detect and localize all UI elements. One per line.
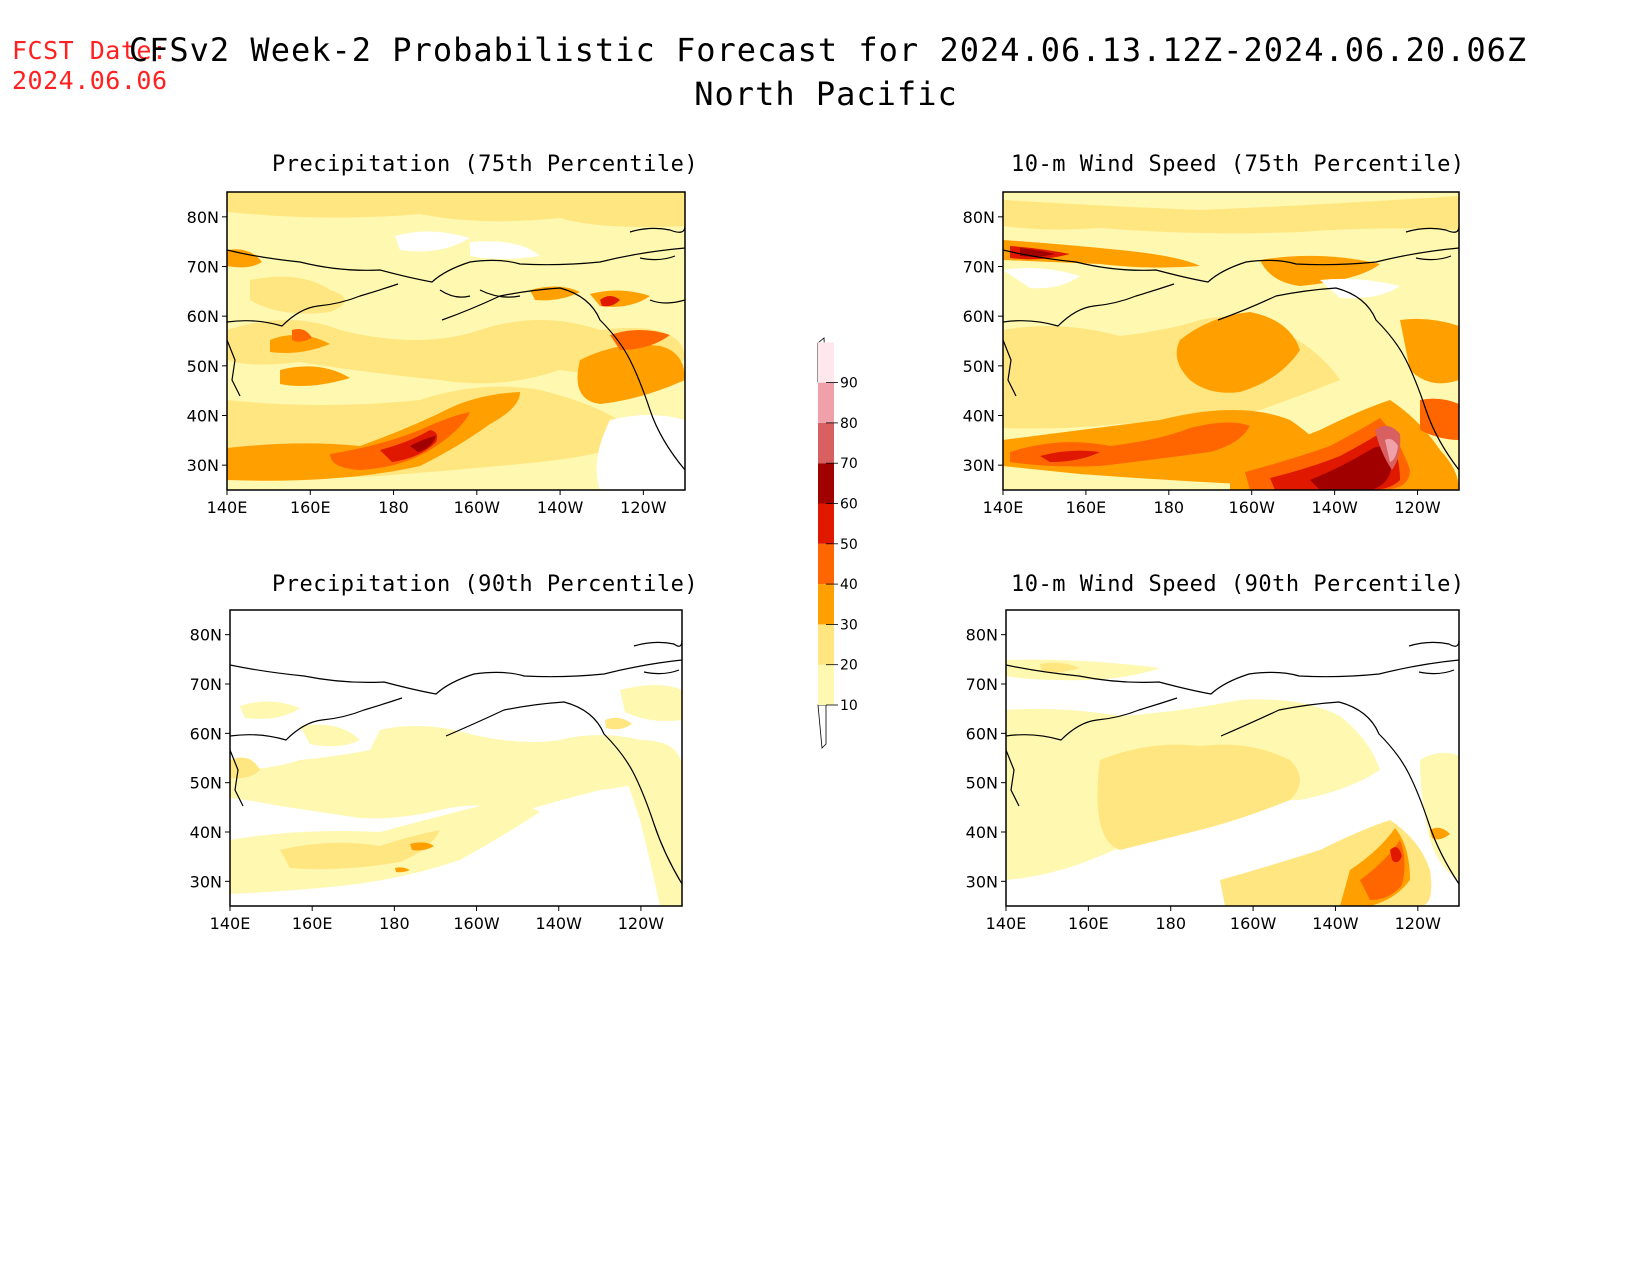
lon-label: 120W bbox=[1394, 498, 1441, 517]
lon-label: 160W bbox=[1230, 914, 1277, 933]
lat-label: 30N bbox=[966, 872, 998, 891]
lon-label: 160E bbox=[292, 914, 333, 933]
lon-label: 180 bbox=[379, 914, 410, 933]
lat-label: 80N bbox=[966, 626, 998, 645]
lat-label: 50N bbox=[190, 774, 222, 793]
axes-layer: 80N 70N 60N 50N 40N 30N 140E 160E 180 160W 140W 120… bbox=[187, 208, 1442, 933]
colorbar-label: 60 bbox=[840, 497, 858, 513]
panel-axes: 80N 70N 60N 50N 40N 30N 140E 160E 180 160W 140W 120… bbox=[187, 208, 667, 517]
map-panel-precip-90 bbox=[229, 609, 683, 907]
colorbar-swatch bbox=[818, 624, 834, 665]
colorbar-label: 40 bbox=[840, 577, 858, 593]
colorbar-swatch bbox=[818, 664, 834, 705]
map-panel-wind-90 bbox=[1005, 609, 1460, 907]
colorbar-swatch bbox=[818, 382, 834, 423]
lon-label: 180 bbox=[378, 498, 409, 517]
panel-title-wind-75: 10-m Wind Speed (75th Percentile) bbox=[1011, 152, 1465, 177]
lon-label: 140E bbox=[986, 914, 1027, 933]
panel-axes: 80N 70N 60N 50N 40N 30N 140E 160E 180 160W 140W 120… bbox=[190, 626, 665, 933]
colorbar-label: 70 bbox=[840, 456, 858, 472]
lat-label: 80N bbox=[187, 208, 219, 227]
forecast-date-value: 2024.06.06 bbox=[12, 66, 168, 95]
lat-label: 40N bbox=[966, 823, 998, 842]
lon-label: 140W bbox=[537, 498, 584, 517]
colorbar-swatch bbox=[818, 503, 834, 544]
lon-label: 160E bbox=[1066, 498, 1107, 517]
lon-label: 120W bbox=[618, 914, 665, 933]
lat-label: 70N bbox=[963, 258, 995, 277]
lat-label: 60N bbox=[966, 724, 998, 743]
map-panel-wind-75 bbox=[1002, 191, 1460, 491]
lon-label: 180 bbox=[1155, 914, 1186, 933]
lon-label: 160W bbox=[1229, 498, 1276, 517]
lon-label: 140E bbox=[210, 914, 251, 933]
lat-label: 60N bbox=[190, 724, 222, 743]
lat-label: 60N bbox=[187, 307, 219, 326]
lat-label: 50N bbox=[963, 357, 995, 376]
lat-label: 50N bbox=[966, 774, 998, 793]
colorbar-swatch bbox=[818, 342, 834, 383]
lon-label: 120W bbox=[620, 498, 667, 517]
colorbar-bottom-cap bbox=[817, 704, 827, 749]
lat-label: 50N bbox=[187, 357, 219, 376]
lat-label: 70N bbox=[190, 675, 222, 694]
lon-label: 140W bbox=[1312, 914, 1359, 933]
colorbar-label: 20 bbox=[840, 658, 858, 674]
lat-label: 40N bbox=[963, 407, 995, 426]
panel-axes: 80N 70N 60N 50N 40N 30N 140E 160E 180 160W 140W 120… bbox=[963, 208, 1441, 517]
lon-label: 160W bbox=[454, 498, 501, 517]
forecast-date-label: FCST Date: bbox=[12, 36, 168, 65]
lon-label: 140E bbox=[207, 498, 248, 517]
figure-title: CFSv2 Week-2 Probabilistic Forecast for … bbox=[0, 28, 1650, 116]
colorbar-label: 50 bbox=[840, 537, 858, 553]
lon-label: 160W bbox=[453, 914, 500, 933]
lon-label: 140W bbox=[536, 914, 583, 933]
colorbar-swatch bbox=[818, 543, 834, 585]
colorbar-swatch bbox=[818, 422, 834, 464]
lon-label: 140E bbox=[983, 498, 1024, 517]
lon-label: 160E bbox=[1068, 914, 1109, 933]
panel-title-wind-90: 10-m Wind Speed (90th Percentile) bbox=[1011, 572, 1465, 597]
lat-label: 80N bbox=[190, 626, 222, 645]
lat-label: 40N bbox=[187, 407, 219, 426]
lat-label: 80N bbox=[963, 208, 995, 227]
lat-label: 70N bbox=[966, 675, 998, 694]
lon-label: 180 bbox=[1154, 498, 1185, 517]
forecast-date-block: FCST Date: 2024.06.06 bbox=[12, 36, 168, 96]
colorbar-label: 90 bbox=[840, 376, 858, 392]
panel-title-precip-90: Precipitation (90th Percentile) bbox=[272, 572, 699, 597]
lon-label: 120W bbox=[1395, 914, 1442, 933]
lon-label: 160E bbox=[290, 498, 331, 517]
lat-label: 70N bbox=[187, 258, 219, 277]
lat-label: 30N bbox=[963, 456, 995, 475]
lat-label: 30N bbox=[187, 456, 219, 475]
colorbar-label: 80 bbox=[840, 416, 858, 432]
lon-label: 140W bbox=[1311, 498, 1358, 517]
figure-title-line1: CFSv2 Week-2 Probabilistic Forecast for … bbox=[128, 31, 1528, 69]
panel-axes: 80N 70N 60N 50N 40N 30N 140E 160E 180 160W 140W 120… bbox=[966, 626, 1442, 933]
lat-label: 40N bbox=[190, 823, 222, 842]
colorbar-swatch bbox=[818, 584, 834, 625]
colorbar-label: 30 bbox=[840, 617, 858, 633]
panel-title-precip-75: Precipitation (75th Percentile) bbox=[272, 152, 699, 177]
lat-label: 60N bbox=[963, 307, 995, 326]
map-panel-precip-75 bbox=[226, 191, 686, 491]
colorbar-label: 10 bbox=[840, 698, 858, 714]
colorbar-swatch bbox=[818, 463, 834, 504]
lat-label: 30N bbox=[190, 872, 222, 891]
colorbar: 10 20 30 40 50 60 70 80 90 bbox=[817, 337, 858, 749]
figure-title-region: North Pacific bbox=[694, 75, 958, 113]
